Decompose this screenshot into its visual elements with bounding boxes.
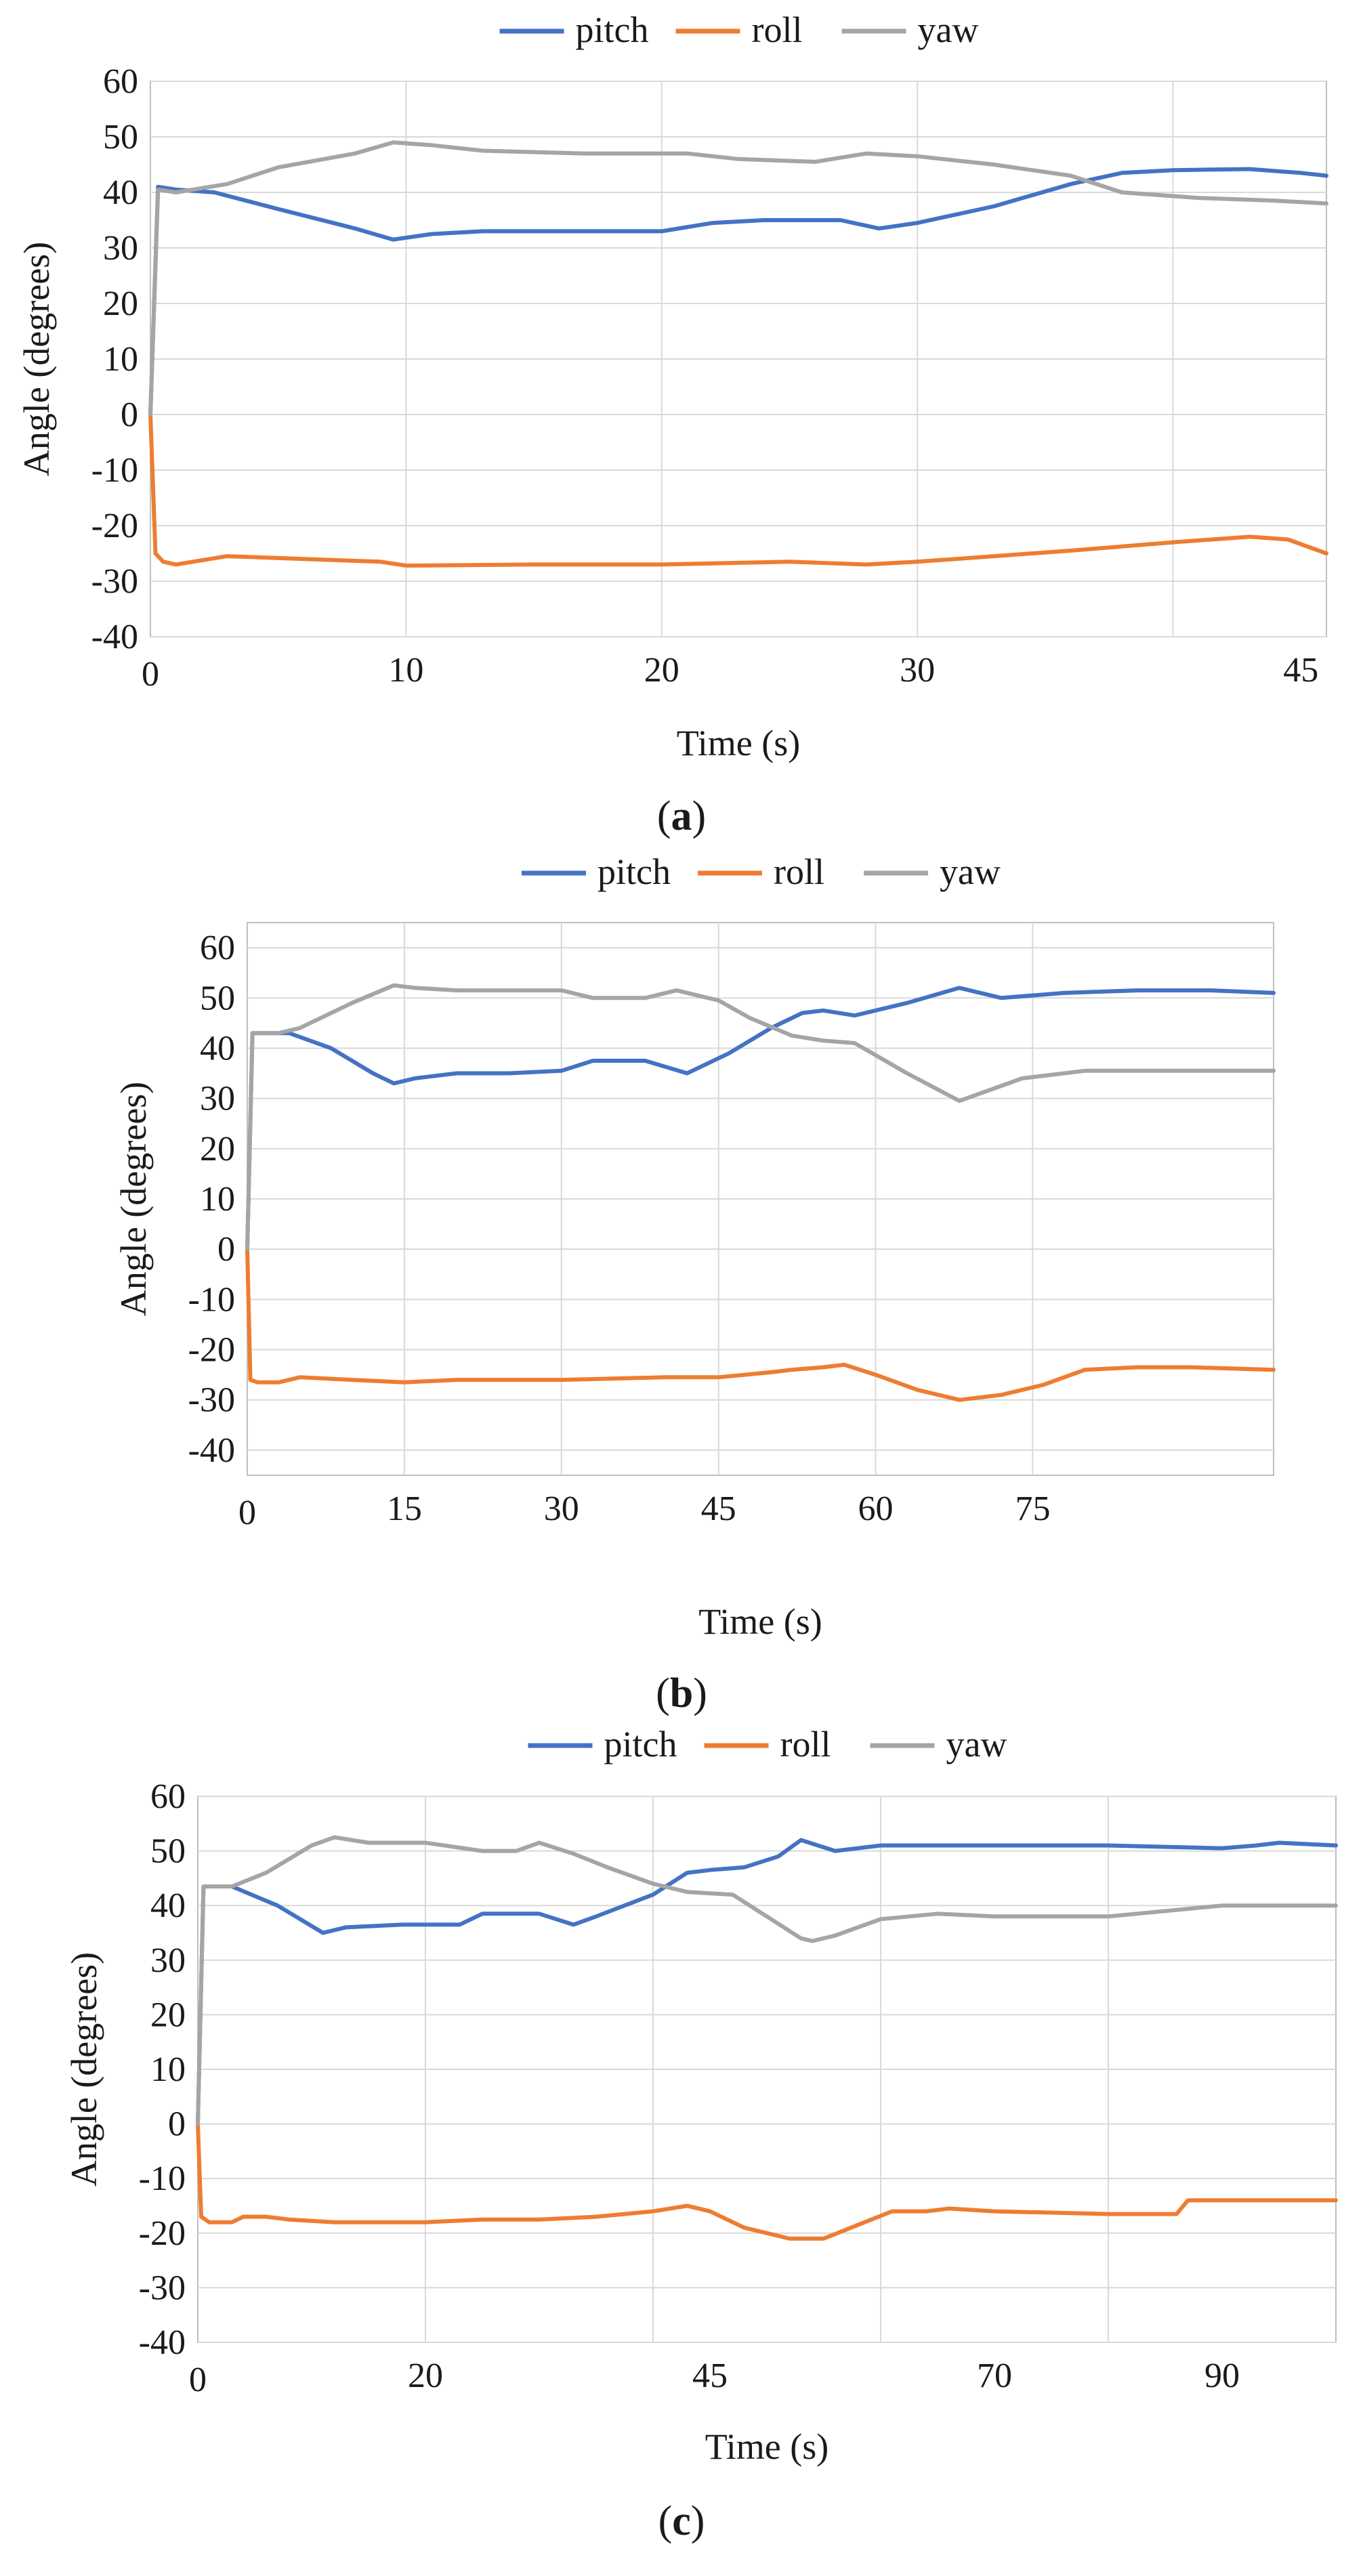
y-tick-label: -40: [139, 2323, 186, 2362]
series-line-yaw: [196, 1835, 1338, 2126]
y-tick-label: 60: [150, 1777, 186, 1816]
x-tick-label: 30: [900, 651, 935, 690]
y-tick-label: 40: [150, 1886, 186, 1925]
x-tick-label: 60: [858, 1490, 894, 1528]
series-line-pitch: [148, 167, 1328, 417]
y-tick-label: -40: [188, 1431, 235, 1470]
series-line-roll: [196, 2121, 1338, 2241]
legend-label-pitch: pitch: [597, 851, 671, 892]
x-axis-title: Time (s): [677, 723, 801, 763]
chart-panel-a: -40 -30 -20 -10 0 10 20 30 40 50 60 0 10 20 30 45 Time (…: [16, 9, 1328, 839]
legend-label-pitch: pitch: [604, 1724, 677, 1765]
panel-caption: (b): [656, 1670, 707, 1716]
y-tick-label: 30: [103, 229, 138, 268]
y-tick-label: 30: [200, 1080, 235, 1118]
panel-caption: (a): [657, 793, 706, 839]
series-line-roll: [245, 1247, 1276, 1402]
y-tick-label: -30: [139, 2268, 186, 2307]
y-tick-label: 40: [103, 173, 138, 212]
y-tick-label: 10: [150, 2050, 186, 2089]
panel-caption: (c): [658, 2498, 705, 2544]
series-line-pitch: [245, 986, 1276, 1252]
legend-label-pitch: pitch: [576, 9, 649, 50]
x-tick-label: 0: [142, 655, 159, 694]
caption-open: (: [658, 2498, 673, 2544]
y-tick-label: 50: [200, 979, 235, 1017]
caption-close: ): [693, 1670, 707, 1716]
y-axis-title: Angle (degrees): [64, 1952, 104, 2187]
chart-panel-c: -40 -30 -20 -10 0 10 20 30 40 50 60 0 20 45 70 90 Time (…: [64, 1724, 1338, 2544]
series-line-roll: [148, 413, 1328, 568]
legend-label-yaw: yaw: [940, 851, 1001, 892]
y-tick-label: 20: [150, 1996, 186, 2034]
x-tick-label: 20: [408, 2357, 443, 2395]
caption-letter: a: [671, 793, 692, 839]
caption-close: ): [692, 793, 707, 839]
y-tick-label: 40: [200, 1029, 235, 1068]
y-tick-label: -20: [188, 1331, 235, 1370]
y-tick-label: 20: [103, 284, 138, 323]
series-line-pitch: [196, 1838, 1338, 2126]
y-tick-label: -10: [188, 1280, 235, 1319]
x-tick-label: 10: [388, 651, 423, 690]
legend-label-yaw: yaw: [918, 9, 979, 50]
x-axis-title: Time (s): [705, 2426, 829, 2467]
y-axis-title: Angle (degrees): [16, 242, 57, 476]
y-tick-label: -10: [91, 451, 138, 490]
caption-letter: b: [670, 1670, 693, 1716]
x-tick-label: 45: [692, 2357, 728, 2395]
y-axis-title: Angle (degrees): [113, 1082, 154, 1316]
caption-open: (: [656, 1670, 670, 1716]
x-tick-label: 30: [544, 1490, 579, 1528]
y-tick-label: 0: [121, 396, 138, 434]
y-tick-label: -20: [91, 507, 138, 545]
legend-label-roll: roll: [774, 851, 824, 892]
x-tick-label: 45: [1283, 651, 1318, 690]
y-tick-label: 10: [200, 1180, 235, 1219]
legend-label-roll: roll: [780, 1724, 831, 1765]
y-tick-label: -30: [188, 1381, 235, 1420]
caption-letter: c: [672, 2498, 691, 2544]
legend-label-roll: roll: [752, 9, 803, 50]
x-axis-title: Time (s): [698, 1601, 822, 1642]
y-tick-label: 20: [200, 1130, 235, 1168]
x-tick-label: 45: [701, 1490, 736, 1528]
y-tick-label: 50: [150, 1832, 186, 1871]
y-tick-label: 0: [217, 1230, 235, 1269]
x-tick-label: 0: [238, 1494, 256, 1532]
y-tick-label: 60: [103, 62, 138, 101]
y-tick-label: 50: [103, 118, 138, 156]
x-tick-label: 90: [1204, 2357, 1240, 2395]
y-tick-label: -10: [139, 2159, 186, 2198]
x-tick-label: 75: [1015, 1490, 1050, 1528]
chart-panel-b: -40 -30 -20 -10 0 10 20 30 40 50 60 0 15 30 45 60 75 Time…: [113, 851, 1276, 1716]
y-tick-label: -40: [91, 618, 138, 656]
y-tick-label: 30: [150, 1941, 186, 1980]
caption-close: ): [691, 2498, 705, 2544]
x-tick-label: 20: [644, 651, 679, 690]
x-tick-label: 15: [387, 1490, 422, 1528]
y-tick-label: 10: [103, 340, 138, 379]
y-tick-label: -30: [91, 562, 138, 601]
y-tick-label: 60: [200, 929, 235, 967]
y-tick-label: -20: [139, 2214, 186, 2253]
y-tick-label: 0: [168, 2105, 186, 2144]
series-line-yaw: [245, 983, 1276, 1252]
series-line-yaw: [148, 140, 1328, 417]
caption-open: (: [657, 793, 671, 839]
x-tick-label: 70: [977, 2357, 1012, 2395]
legend-label-yaw: yaw: [946, 1724, 1007, 1765]
x-tick-label: 0: [189, 2361, 207, 2399]
